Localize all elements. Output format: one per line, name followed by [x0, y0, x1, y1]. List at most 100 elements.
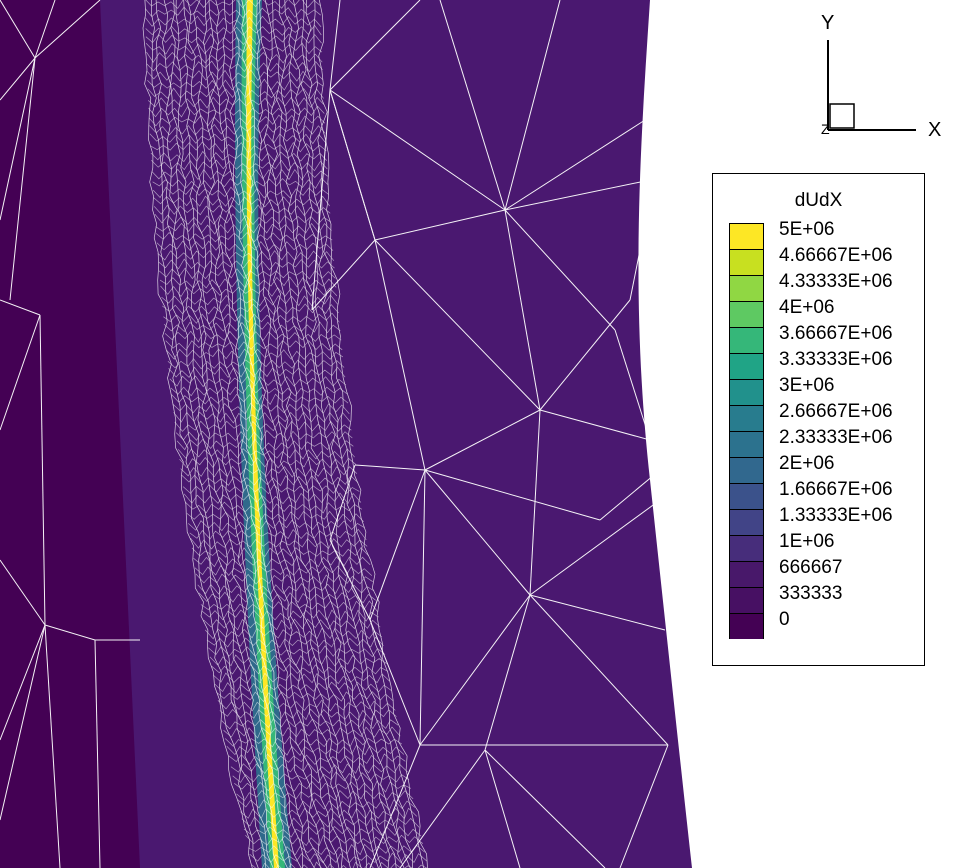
mesh-edge — [504, 209, 616, 331]
mesh-edge — [329, 0, 341, 91]
mesh-domain — [0, 0, 692, 868]
mesh-edge — [147, 87, 324, 100]
mesh-edge — [249, 852, 427, 864]
mesh-edge — [251, 861, 428, 868]
mesh-edge — [424, 469, 601, 521]
mesh-edge — [163, 321, 341, 334]
mesh-edge — [318, 0, 428, 868]
mesh-edge — [170, 384, 348, 397]
legend-swatch — [729, 223, 764, 249]
mesh-edge — [172, 402, 350, 415]
mesh-edge — [313, 0, 425, 868]
mesh-edge — [158, 258, 335, 271]
mesh-edge — [529, 594, 666, 631]
legend-label: 1.33333E+06 — [779, 505, 893, 526]
mesh-edge — [329, 0, 421, 91]
mesh-edge — [215, 0, 328, 868]
mesh-edge — [153, 195, 330, 208]
mesh-edge — [145, 33, 322, 46]
mesh-edge — [484, 594, 531, 751]
mesh-edge — [230, 762, 408, 774]
mesh-edge — [157, 250, 335, 262]
mesh-edge — [439, 0, 506, 211]
mesh-edge — [200, 600, 378, 613]
mesh-edge — [208, 645, 386, 658]
mesh-edge — [162, 303, 339, 315]
mesh-edge — [148, 105, 325, 118]
mesh-edge — [146, 51, 323, 64]
mesh-edge — [180, 465, 358, 478]
mesh-edge — [504, 179, 651, 211]
mesh-edge — [44, 624, 96, 641]
mesh-edge — [0, 559, 46, 626]
y-axis-label: Y — [821, 12, 835, 34]
mesh-edge — [419, 594, 531, 746]
legend-label: 3E+06 — [779, 375, 835, 396]
mesh-edge — [94, 639, 101, 868]
mesh-edge — [241, 0, 351, 868]
mesh-edge — [329, 89, 506, 211]
mesh-edge — [145, 0, 321, 9]
mesh-edge — [185, 501, 362, 514]
legend-label: 666667 — [779, 557, 843, 578]
mesh-edge — [529, 409, 541, 596]
mesh-edge — [504, 0, 561, 211]
mesh-edge — [148, 114, 326, 127]
mesh-edge — [188, 519, 365, 532]
mesh-edge — [226, 744, 405, 756]
mesh-edge — [168, 366, 346, 379]
mesh-edge — [203, 0, 315, 868]
mesh-edge — [0, 624, 46, 821]
mesh-edge — [369, 469, 426, 621]
mesh-edge — [237, 798, 416, 811]
mesh-edge — [264, 0, 379, 868]
mesh-edge — [147, 78, 324, 91]
legend-swatch — [729, 327, 764, 353]
mesh-edge — [0, 0, 36, 59]
mesh-edge — [354, 464, 426, 471]
mesh-edge — [151, 0, 259, 868]
mesh-edge — [424, 469, 531, 596]
legend-label: 1.66667E+06 — [779, 479, 893, 500]
mesh-edge — [142, 0, 253, 868]
mesh-edge — [189, 528, 367, 541]
mesh-edge — [0, 299, 41, 316]
legend-swatch — [729, 301, 764, 327]
mesh-edge — [232, 771, 410, 784]
mesh-edge — [614, 329, 651, 441]
mesh-edge — [0, 624, 46, 741]
mesh-edge — [211, 663, 389, 675]
legend-swatch — [729, 379, 764, 405]
mesh-edge — [599, 469, 661, 521]
mesh-edge — [529, 499, 661, 596]
z-axis-label: Z — [821, 121, 830, 137]
mesh-edge — [424, 409, 541, 471]
mesh-edge — [399, 749, 486, 868]
legend-label: 4.33333E+06 — [779, 271, 893, 292]
mesh-edge — [174, 420, 352, 432]
mesh-edge — [228, 753, 406, 765]
shock-band-mid — [241, 0, 285, 868]
mesh-lines — [0, 0, 668, 868]
mesh-edge — [193, 555, 371, 568]
mesh-edge — [201, 609, 379, 622]
mesh-edge — [179, 456, 356, 469]
mesh-edge — [221, 717, 399, 730]
mesh-edge — [158, 267, 336, 280]
mesh-edge — [156, 240, 334, 252]
legend-swatch — [729, 509, 764, 535]
mesh-edge — [194, 564, 373, 577]
legend-swatch — [729, 353, 764, 379]
mesh-edge — [219, 708, 397, 721]
mesh-edge — [234, 780, 412, 793]
mesh-edge — [197, 583, 375, 595]
mesh-edge — [504, 119, 646, 211]
mesh-edge — [164, 330, 342, 343]
mesh-edge — [167, 358, 345, 370]
mesh-edge — [177, 448, 355, 460]
mesh-edge — [484, 749, 521, 868]
mesh-edge — [229, 0, 340, 868]
mesh-edge — [150, 150, 328, 163]
legend-swatch — [729, 249, 764, 275]
